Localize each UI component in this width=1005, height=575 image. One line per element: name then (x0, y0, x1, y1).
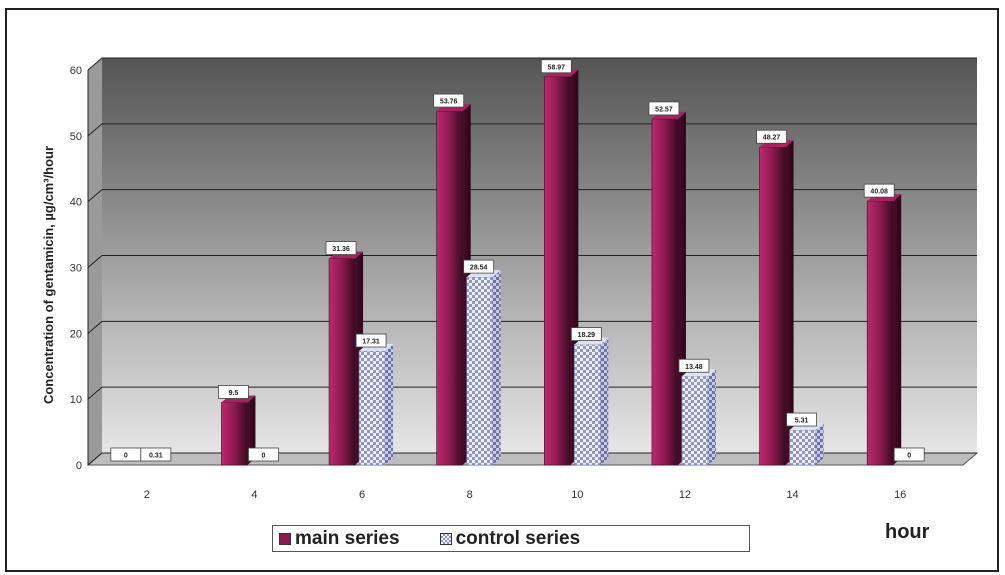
bar-control-side (492, 270, 501, 465)
data-label-box (678, 358, 710, 373)
legend-swatch-main (279, 532, 291, 545)
bar-main (544, 76, 571, 466)
data-label-value: 58.97 (548, 64, 566, 71)
bar-control (358, 350, 386, 466)
data-label-value: 0 (907, 453, 911, 460)
data-label-main: 0 (110, 447, 142, 462)
y-tick-label: 20 (70, 328, 82, 340)
y-tick-label: 50 (70, 131, 82, 143)
bar-control-side (815, 423, 824, 465)
chart-frame: 0 10 20 30 40 50 60 2 4 6 8 10 12 14 16 0 0.31 9.5 0 31.3… (5, 8, 999, 572)
data-label-box (355, 333, 387, 348)
gridline (87, 57, 977, 71)
legend: main series control series (272, 525, 750, 552)
data-label-control: 18.29 (570, 327, 602, 341)
bar-main (759, 146, 786, 466)
data-label-main: 52.57 (648, 101, 680, 116)
x-tick-label: 12 (679, 489, 691, 501)
x-tick-label: 14 (786, 489, 798, 501)
bar-main (436, 110, 463, 466)
x-tick-labels: 2 4 6 8 10 12 14 16 (144, 489, 907, 501)
data-label-value: 18.29 (578, 332, 596, 339)
bar-main (651, 118, 679, 466)
legend-swatch-control (439, 532, 452, 545)
data-label-value: 28.54 (470, 265, 488, 272)
bar-control (789, 429, 816, 466)
bar-main-side (893, 194, 902, 465)
data-label-value: 31.36 (332, 246, 350, 253)
data-label-box (463, 259, 495, 274)
data-label-value: 5.31 (795, 418, 809, 425)
x-tick-label: 16 (894, 489, 906, 501)
y-tick-labels: 0 10 20 30 40 50 60 (70, 65, 82, 472)
x-tick-label: 2 (144, 489, 150, 501)
x-axis-title: hour (885, 521, 930, 543)
y-axis-title: Concentration of gentamicin, µg/cm³/hour (41, 146, 56, 404)
legend-label-control: control series (455, 527, 581, 549)
data-label-box (786, 412, 817, 427)
bar-main-side (785, 140, 794, 465)
y-tick-label: 60 (70, 65, 82, 77)
data-label-main: 9.5 (218, 385, 249, 399)
data-label-main: 40.08 (863, 183, 895, 198)
data-label-value: 9.5 (229, 390, 239, 397)
bar-control-side (707, 369, 716, 465)
data-label-control: 13.48 (678, 358, 710, 373)
legend-item-control: control series (439, 527, 581, 550)
data-label-main: 48.27 (756, 129, 787, 144)
y-tick-label: 40 (70, 197, 82, 209)
data-label-control: 0 (893, 447, 925, 462)
y-tick-label: 30 (70, 263, 82, 275)
x-tick-label: 10 (571, 489, 583, 501)
y-tick-label: 10 (70, 394, 82, 406)
legend-label-main: main series (295, 527, 400, 549)
data-label-box (756, 129, 787, 144)
data-label-control: 5.31 (786, 412, 817, 427)
data-label-value: 40.08 (870, 189, 888, 196)
chart-canvas: 0 10 20 30 40 50 60 2 4 6 8 10 12 14 16 0 0.31 9.5 0 31.3… (41, 57, 979, 501)
x-tick-label: 8 (467, 489, 473, 501)
data-label-value: 17.31 (362, 339, 380, 346)
data-label-control: 17.31 (355, 333, 387, 348)
bar-control (574, 344, 601, 466)
data-label-main: 53.76 (433, 93, 465, 108)
x-tick-label: 6 (359, 489, 365, 501)
data-labels: 0 0.31 9.5 0 31.36 17.31 53.76 28.54 58.97 18.29 5… (110, 59, 925, 462)
x-tick-label: 4 (251, 489, 257, 501)
bar-main (328, 258, 356, 466)
data-label-box (140, 447, 172, 462)
data-label-control: 0 (248, 447, 279, 462)
bar-main (221, 402, 248, 466)
data-label-value: 0 (124, 453, 128, 460)
data-label-value: 53.76 (440, 99, 458, 106)
data-label-main: 58.97 (540, 59, 572, 74)
data-label-main: 31.36 (325, 241, 357, 255)
bar-control (466, 276, 493, 466)
data-label-box (648, 101, 680, 116)
bar-control-side (600, 337, 609, 465)
data-label-box (433, 93, 465, 108)
y-tick-label: 0 (76, 460, 82, 472)
data-label-value: 0.31 (149, 453, 163, 460)
data-label-box (570, 327, 602, 341)
data-label-value: 52.57 (655, 106, 673, 113)
data-label-value: 13.48 (685, 364, 703, 371)
bar-control-side (385, 344, 394, 465)
data-label-value: 0 (261, 453, 265, 460)
data-label-control: 28.54 (463, 259, 495, 274)
bars (221, 69, 902, 466)
data-label-box (893, 447, 925, 462)
data-label-box (863, 183, 895, 198)
data-label-box (218, 385, 249, 399)
data-label-value: 48.27 (763, 135, 781, 142)
legend-item-main: main series (279, 528, 400, 550)
data-label-control: 0.31 (140, 447, 172, 462)
bar-main (866, 200, 894, 466)
data-label-box (540, 59, 572, 74)
data-label-box (325, 241, 357, 255)
data-label-box (248, 447, 279, 462)
bar-control (681, 375, 709, 466)
